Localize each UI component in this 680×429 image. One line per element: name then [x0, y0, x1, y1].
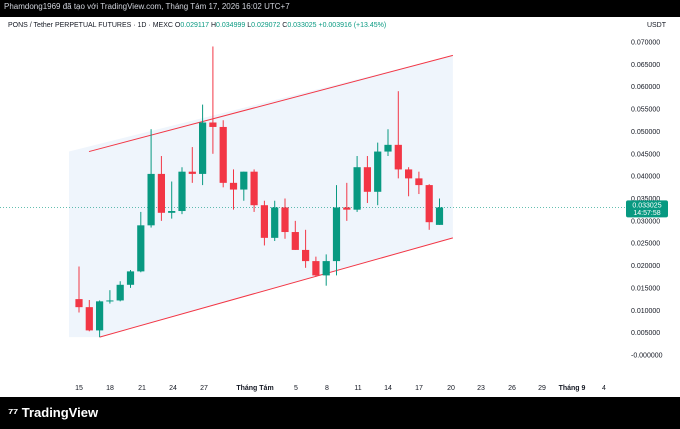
candle-body[interactable] [116, 284, 124, 301]
candle-body[interactable] [384, 144, 392, 152]
y-tick-label: 0.055000 [631, 107, 660, 114]
candle-body[interactable] [374, 151, 382, 192]
y-tick-label: 0.020000 [631, 263, 660, 270]
x-tick-label: 26 [508, 385, 516, 392]
candle-body[interactable] [85, 307, 93, 331]
x-tick-label: 17 [415, 385, 423, 392]
candle-body[interactable] [137, 225, 145, 272]
high-value: 0.034999 [216, 22, 246, 29]
candle-body[interactable] [75, 299, 83, 308]
close-label: C [282, 22, 288, 29]
candle-body[interactable] [106, 300, 114, 302]
x-tick-label: 20 [447, 385, 455, 392]
candle-body[interactable] [199, 122, 207, 174]
candle-body[interactable] [435, 207, 444, 225]
candle-body[interactable] [281, 207, 289, 233]
y-tick-label: 0.065000 [631, 62, 660, 69]
y-tick-label: 0.010000 [631, 308, 660, 315]
x-tick-label: 14 [384, 385, 392, 392]
y-tick-label: 0.045000 [631, 151, 660, 158]
tradingview-logo-icon: ⁷⁷ [8, 404, 18, 420]
candle-body[interactable] [353, 167, 361, 210]
close-value: 0.033025 [287, 22, 317, 29]
price-tag-countdown: 14:57:58 [633, 210, 660, 217]
channel-fill [69, 55, 453, 338]
footer-brand: ⁷⁷ TradingView [8, 404, 98, 420]
candle-body[interactable] [219, 126, 227, 183]
candle-body[interactable] [96, 301, 104, 331]
candle-body[interactable] [168, 211, 176, 213]
candle-body[interactable] [405, 169, 413, 179]
x-tick-label: 18 [106, 385, 114, 392]
x-tick-label: 21 [138, 385, 146, 392]
candle-body[interactable] [415, 178, 423, 186]
candle-body[interactable] [147, 173, 155, 226]
change-value: +0.003916 (+13.45%) [318, 22, 387, 29]
low-label: L [247, 22, 252, 29]
candle-body[interactable] [178, 171, 186, 212]
y-tick-label: 0.040000 [631, 174, 660, 181]
y-tick-label: -0.000000 [631, 353, 663, 360]
y-tick-label: 0.050000 [631, 129, 660, 136]
symbol-title[interactable]: PONS / Tether PERPETUAL FUTURES · 1D · M… [8, 22, 173, 29]
candle-body[interactable] [312, 261, 320, 276]
x-tick-label: 5 [294, 385, 298, 392]
y-tick-label: 0.030000 [631, 218, 660, 225]
currency-label[interactable]: USDT [646, 22, 666, 29]
candle-body[interactable] [322, 261, 330, 276]
y-tick-label: 0.035000 [631, 196, 660, 203]
candle-body[interactable] [260, 205, 268, 238]
candle-body[interactable] [332, 207, 341, 262]
y-tick-label: 0.025000 [631, 241, 660, 248]
candle-body[interactable] [157, 173, 165, 213]
candle-body[interactable] [302, 249, 310, 262]
candle-body[interactable] [394, 144, 402, 170]
low-value: 0.029072 [251, 22, 281, 29]
candle-body[interactable] [188, 171, 196, 174]
y-tick-label: 0.060000 [631, 84, 660, 91]
y-tick-label: 0.015000 [631, 285, 660, 292]
candle-body[interactable] [209, 122, 217, 127]
price-tag [626, 200, 668, 218]
open-label: O [174, 22, 181, 29]
x-tick-label: 11 [354, 385, 361, 392]
candle-body[interactable] [250, 171, 258, 206]
x-tick-label: 24 [169, 385, 177, 392]
y-tick-label: 0.005000 [631, 330, 660, 337]
x-tick-label: 15 [75, 385, 83, 392]
symbol-legend: PONS / Tether PERPETUAL FUTURES · 1D · M… [8, 22, 386, 29]
candle-body[interactable] [240, 171, 248, 190]
candle-body[interactable] [343, 207, 351, 210]
high-label: H [210, 22, 217, 29]
y-tick-label: 0.070000 [631, 40, 660, 47]
x-tick-label: 8 [325, 385, 329, 392]
candle-body[interactable] [126, 271, 135, 285]
price-tag-value: 0.033025 [632, 202, 661, 209]
x-tick-label: Tháng 9 [559, 385, 586, 392]
channel-upper-line[interactable] [88, 54, 454, 153]
x-tick-label: 23 [477, 385, 485, 392]
x-tick-label: 27 [200, 385, 208, 392]
candle-body[interactable] [271, 207, 279, 238]
x-tick-label: Tháng Tám [236, 385, 273, 392]
x-tick-label: 29 [538, 385, 546, 392]
candle-body[interactable] [425, 185, 433, 223]
candle-body[interactable] [291, 232, 299, 250]
candle-body[interactable] [363, 167, 371, 192]
brand-name: TradingView [21, 404, 99, 420]
watermark-text: Phamdong1969 đã tạo với TradingView.com,… [4, 2, 290, 11]
x-tick-label: 4 [602, 385, 606, 392]
open-value: 0.029117 [180, 22, 210, 29]
channel-lower-line[interactable] [99, 237, 454, 338]
candle-body[interactable] [229, 182, 238, 190]
